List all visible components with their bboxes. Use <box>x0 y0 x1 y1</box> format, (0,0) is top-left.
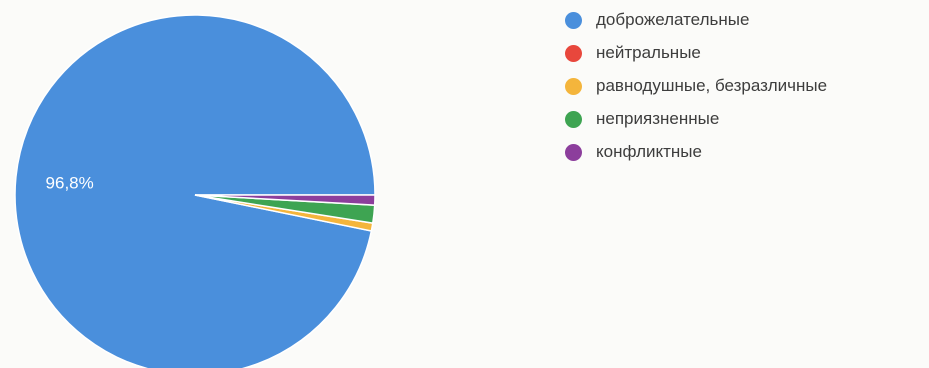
legend-label: неприязненные <box>596 109 720 128</box>
legend-item: доброжелательные <box>565 10 827 30</box>
legend-swatch <box>565 110 582 128</box>
pie-chart: 96,8% <box>14 14 376 368</box>
legend-swatch <box>565 143 582 161</box>
slice-data-label: 96,8% <box>46 173 94 192</box>
legend-swatch <box>565 77 582 95</box>
legend-label: равнодушные, безразличные <box>596 76 828 95</box>
pie-slice-5 <box>194 194 376 206</box>
legend-item: нейтральные <box>565 43 827 63</box>
chart-legend: доброжелательные нейтральные равнодушные, … <box>565 10 827 175</box>
legend-label: доброжелательные <box>596 10 750 29</box>
pie-slice-1 <box>14 14 376 368</box>
legend-label: нейтральные <box>596 43 701 62</box>
legend-item: равнодушные, безразличные <box>565 76 827 96</box>
legend-label: конфликтные <box>596 142 702 161</box>
legend-swatch <box>565 11 582 29</box>
legend-item: конфликтные <box>565 142 827 162</box>
legend-item: неприязненные <box>565 109 827 129</box>
legend-swatch <box>565 44 582 62</box>
